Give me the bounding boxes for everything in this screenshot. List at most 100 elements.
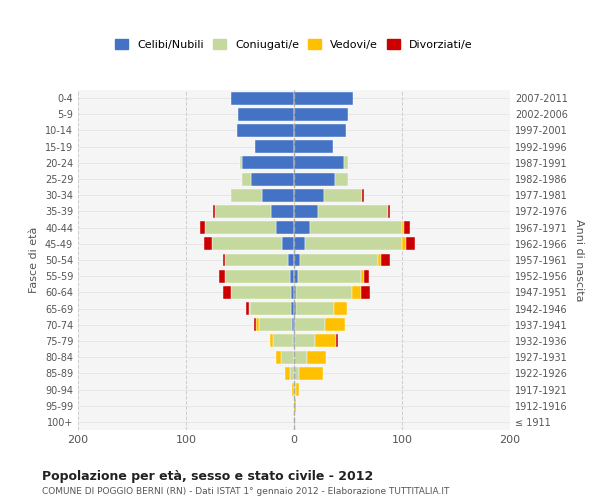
Bar [382,254,390,266]
Bar [294,286,296,299]
Bar [294,383,296,396]
Bar [294,92,353,104]
Y-axis label: Anni di nascita: Anni di nascita [574,219,584,301]
Bar [223,254,225,266]
Bar [294,189,324,202]
Bar [294,140,333,153]
Bar [205,221,275,234]
Bar [294,238,305,250]
Bar [402,238,406,250]
Bar [325,318,345,331]
Bar [362,189,364,202]
Bar [205,238,212,250]
Bar [314,334,336,347]
Bar [294,254,301,266]
Bar [225,270,290,282]
Bar [290,270,294,282]
Bar [334,302,347,315]
Bar [220,270,225,282]
Text: COMUNE DI POGGIO BERNI (RN) - Dati ISTAT 1° gennaio 2012 - Elaborazione TUTTITAL: COMUNE DI POGGIO BERNI (RN) - Dati ISTAT… [42,488,449,496]
Bar [335,172,348,186]
Bar [299,367,323,380]
Bar [406,238,415,250]
Bar [254,318,256,331]
Bar [318,205,388,218]
Bar [242,172,251,186]
Bar [344,156,348,170]
Bar [307,350,326,364]
Text: Popolazione per età, sesso e stato civile - 2012: Popolazione per età, sesso e stato civil… [42,470,373,483]
Bar [294,270,298,282]
Bar [232,189,262,202]
Bar [294,350,307,364]
Bar [298,270,361,282]
Bar [251,172,294,186]
Bar [294,156,344,170]
Bar [295,334,314,347]
Bar [294,124,346,137]
Bar [232,286,291,299]
Bar [295,318,325,331]
Bar [294,399,296,412]
Bar [213,205,215,218]
Bar [237,124,294,137]
Bar [286,367,290,380]
Bar [255,140,294,153]
Bar [294,205,318,218]
Bar [232,92,294,104]
Legend: Celibi/Nubili, Coniugati/e, Vedovi/e, Divorziati/e: Celibi/Nubili, Coniugati/e, Vedovi/e, Di… [111,34,477,54]
Bar [378,254,382,266]
Bar [296,286,352,299]
Bar [270,334,274,347]
Bar [294,108,348,121]
Bar [271,205,294,218]
Bar [290,367,294,380]
Bar [361,270,364,282]
Bar [238,108,294,121]
Bar [256,318,259,331]
Y-axis label: Fasce di età: Fasce di età [29,227,39,293]
Bar [287,254,294,266]
Bar [240,156,242,170]
Bar [294,318,295,331]
Bar [294,334,295,347]
Bar [275,221,294,234]
Bar [324,189,362,202]
Bar [294,221,310,234]
Bar [364,270,368,282]
Bar [291,302,294,315]
Bar [282,238,294,250]
Bar [336,334,338,347]
Bar [294,172,335,186]
Bar [200,221,205,234]
Bar [361,286,370,299]
Bar [402,221,404,234]
Bar [291,286,294,299]
Bar [247,302,248,315]
Bar [305,238,402,250]
Bar [292,383,294,396]
Bar [225,254,287,266]
Bar [294,367,299,380]
Bar [275,350,281,364]
Bar [296,302,334,315]
Bar [296,383,299,396]
Bar [248,302,250,315]
Bar [212,238,282,250]
Bar [250,302,291,315]
Bar [404,221,410,234]
Bar [281,350,294,364]
Bar [262,189,294,202]
Bar [274,334,293,347]
Bar [352,286,361,299]
Bar [293,334,294,347]
Bar [259,318,292,331]
Bar [292,318,294,331]
Bar [215,205,271,218]
Bar [242,156,294,170]
Bar [294,302,296,315]
Bar [310,221,402,234]
Bar [301,254,378,266]
Bar [388,205,390,218]
Bar [223,286,232,299]
